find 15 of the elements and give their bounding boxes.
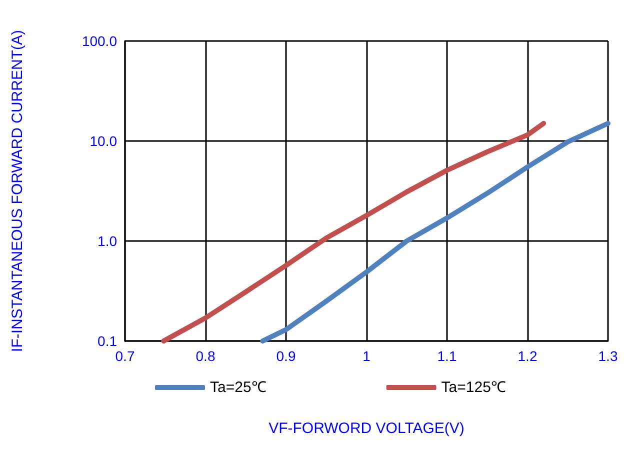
y-tick-label: 10.0 [90,133,118,149]
y-axis-title: IF-INSTANTANEOUS FORWARD CURRENT(A) [9,30,26,352]
x-tick-label: 0.9 [276,348,296,364]
legend-label: Ta=125℃ [441,379,506,396]
x-tick-label: 1 [362,348,371,364]
x-tick-label: 1.1 [437,348,457,364]
y-tick-label: 0.1 [98,333,118,349]
x-tick-label: 0.8 [196,348,216,364]
y-tick-label: 1.0 [98,233,118,249]
x-tick-label: 1.3 [598,348,618,364]
y-tick-label: 100.0 [82,33,118,49]
x-tick-label: 1.2 [518,348,538,364]
legend-label: Ta=25℃ [210,379,266,396]
x-axis-title: VF-FORWORD VOLTAGE(V) [268,420,464,437]
x-tick-label: 0.7 [115,348,135,364]
